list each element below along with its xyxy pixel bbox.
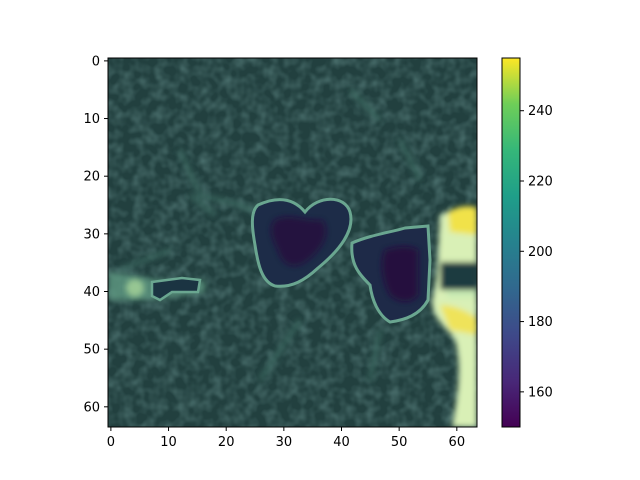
colorbar-axis: 160 180 200 220 240 bbox=[520, 104, 553, 400]
y-tick-label: 30 bbox=[83, 227, 100, 242]
heatmap-faint-structures bbox=[119, 88, 423, 382]
y-axis: 0 10 20 30 40 50 60 bbox=[83, 54, 108, 415]
heatmap-small-dark-blob bbox=[150, 276, 202, 302]
y-tick-label: 40 bbox=[83, 285, 100, 300]
colorbar-tick-label: 160 bbox=[528, 385, 553, 400]
x-tick-label: 10 bbox=[160, 435, 177, 450]
x-tick-label: 30 bbox=[276, 435, 293, 450]
colorbar-gradient bbox=[502, 58, 520, 427]
y-tick-label: 10 bbox=[83, 112, 100, 127]
plot-frame bbox=[107, 57, 478, 428]
x-tick-label: 50 bbox=[391, 435, 408, 450]
y-tick-label: 20 bbox=[83, 170, 100, 185]
x-axis: 0 10 20 30 40 50 60 bbox=[107, 427, 465, 450]
heatmap-dark-heart-core bbox=[271, 216, 326, 266]
x-tick-label: 60 bbox=[449, 435, 466, 450]
y-tick-label: 60 bbox=[83, 400, 100, 415]
x-tick-label: 40 bbox=[333, 435, 350, 450]
colorbar-tick-label: 200 bbox=[528, 245, 553, 260]
colorbar-tick-label: 240 bbox=[528, 104, 553, 119]
colorbar-tick-label: 220 bbox=[528, 175, 553, 190]
x-tick-label: 20 bbox=[218, 435, 235, 450]
colorbar-tick-label: 180 bbox=[528, 315, 553, 330]
heatmap-dark-diamond-core bbox=[382, 246, 418, 302]
x-tick-label: 0 bbox=[107, 435, 115, 450]
colorbar-frame bbox=[501, 57, 521, 428]
y-tick-label: 0 bbox=[92, 54, 100, 69]
heatmap-bright-region bbox=[432, 206, 477, 427]
heatmap-image bbox=[108, 58, 477, 427]
y-tick-label: 50 bbox=[83, 343, 100, 358]
heatmap-left-bright-spot bbox=[126, 279, 144, 297]
